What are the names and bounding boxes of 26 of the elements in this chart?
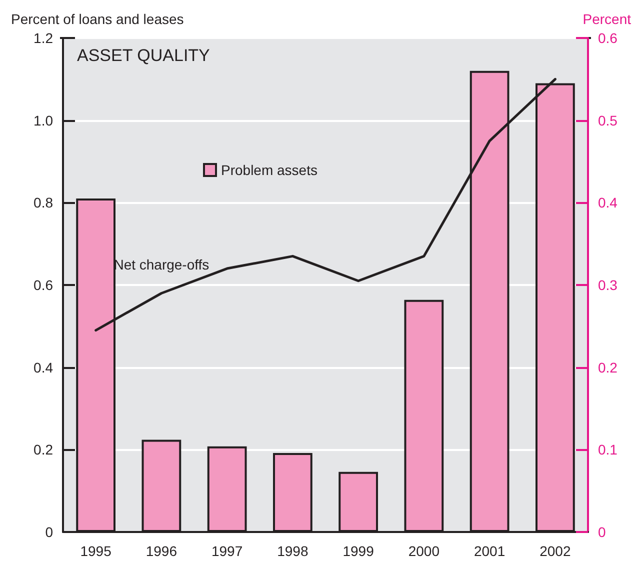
y2-tick-label: 0.2 [598,359,618,376]
y2-tick-label: 0.6 [598,30,618,46]
y2-axis-title: Percent [582,11,632,27]
y-tick-label: 1.2 [34,30,54,46]
text: ASSET QUALITY [77,46,210,65]
x-tick-label: 2000 [408,543,440,559]
y2-tick-label: 0.5 [598,112,618,128]
y-tick-label: 0.2 [34,442,54,458]
legend-label: Problem assets [221,162,318,178]
y-axis-title: Percent of loans and leases [11,11,184,27]
y2-tick-label: 0.1 [598,442,618,458]
x-tick-label: 1999 [342,543,374,559]
x-tick-label: 2001 [474,543,506,559]
y2-tick-label: 0.3 [598,277,618,293]
y-tick-label: 0.6 [34,277,54,293]
x-tick-label: 1996 [146,543,178,559]
y-tick-label: 1.0 [34,112,54,128]
y-tick-label: 0 [45,524,54,540]
x-tick-label: 1997 [211,543,243,559]
y-tick-label: 0.8 [34,194,54,211]
y2-tick-label: 0 [598,524,606,540]
x-tick-label: 2002 [540,543,571,559]
y-tick-label: 0.4 [34,359,54,376]
y2-tick-label: 0.4 [598,194,618,211]
x-tick-label: 1998 [277,543,308,559]
x-tick-label: 1995 [80,543,112,559]
